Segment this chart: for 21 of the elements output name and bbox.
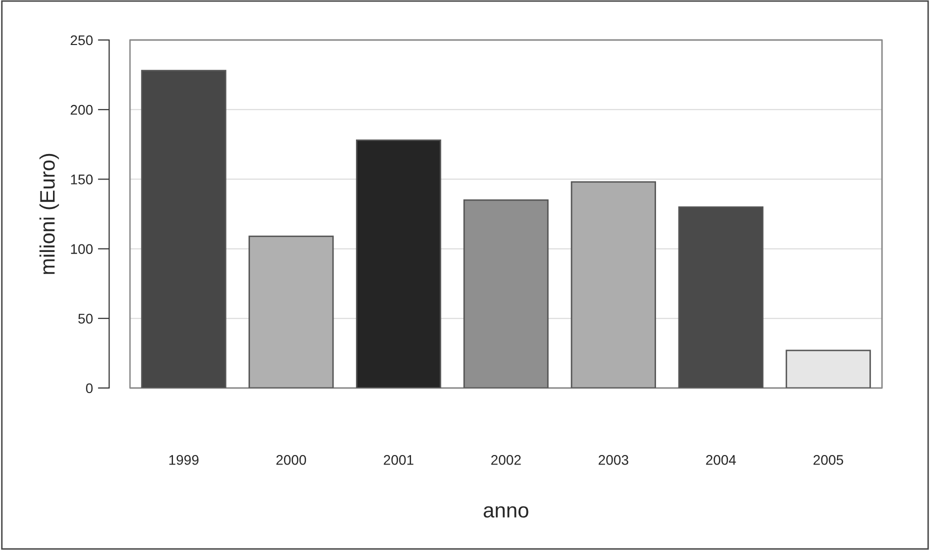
y-tick-label: 200 bbox=[70, 104, 93, 115]
x-tick-label: 2005 bbox=[814, 455, 844, 465]
x-tick-label: 2002 bbox=[491, 455, 521, 465]
y-tick-label: 150 bbox=[71, 174, 93, 184]
y-tick-label: 250 bbox=[70, 35, 93, 46]
x-tick-label: 2003 bbox=[598, 455, 628, 465]
bar bbox=[141, 70, 226, 388]
x-tick-label: 1999 bbox=[169, 455, 199, 465]
bar bbox=[248, 236, 334, 388]
x-axis-title: anno bbox=[484, 506, 528, 518]
y-tick-label: 50 bbox=[78, 314, 93, 324]
bar bbox=[786, 350, 871, 388]
bar bbox=[356, 140, 442, 388]
y-tick-label: 0 bbox=[86, 383, 93, 394]
x-tick-label: 2000 bbox=[276, 455, 306, 465]
bar bbox=[570, 181, 656, 388]
bar bbox=[678, 206, 764, 388]
y-tick-label: 100 bbox=[71, 244, 93, 254]
x-tick-label: 2004 bbox=[706, 455, 736, 465]
x-tick-label: 2001 bbox=[384, 455, 414, 465]
y-axis-title: milioni (Euro) bbox=[39, 154, 59, 274]
